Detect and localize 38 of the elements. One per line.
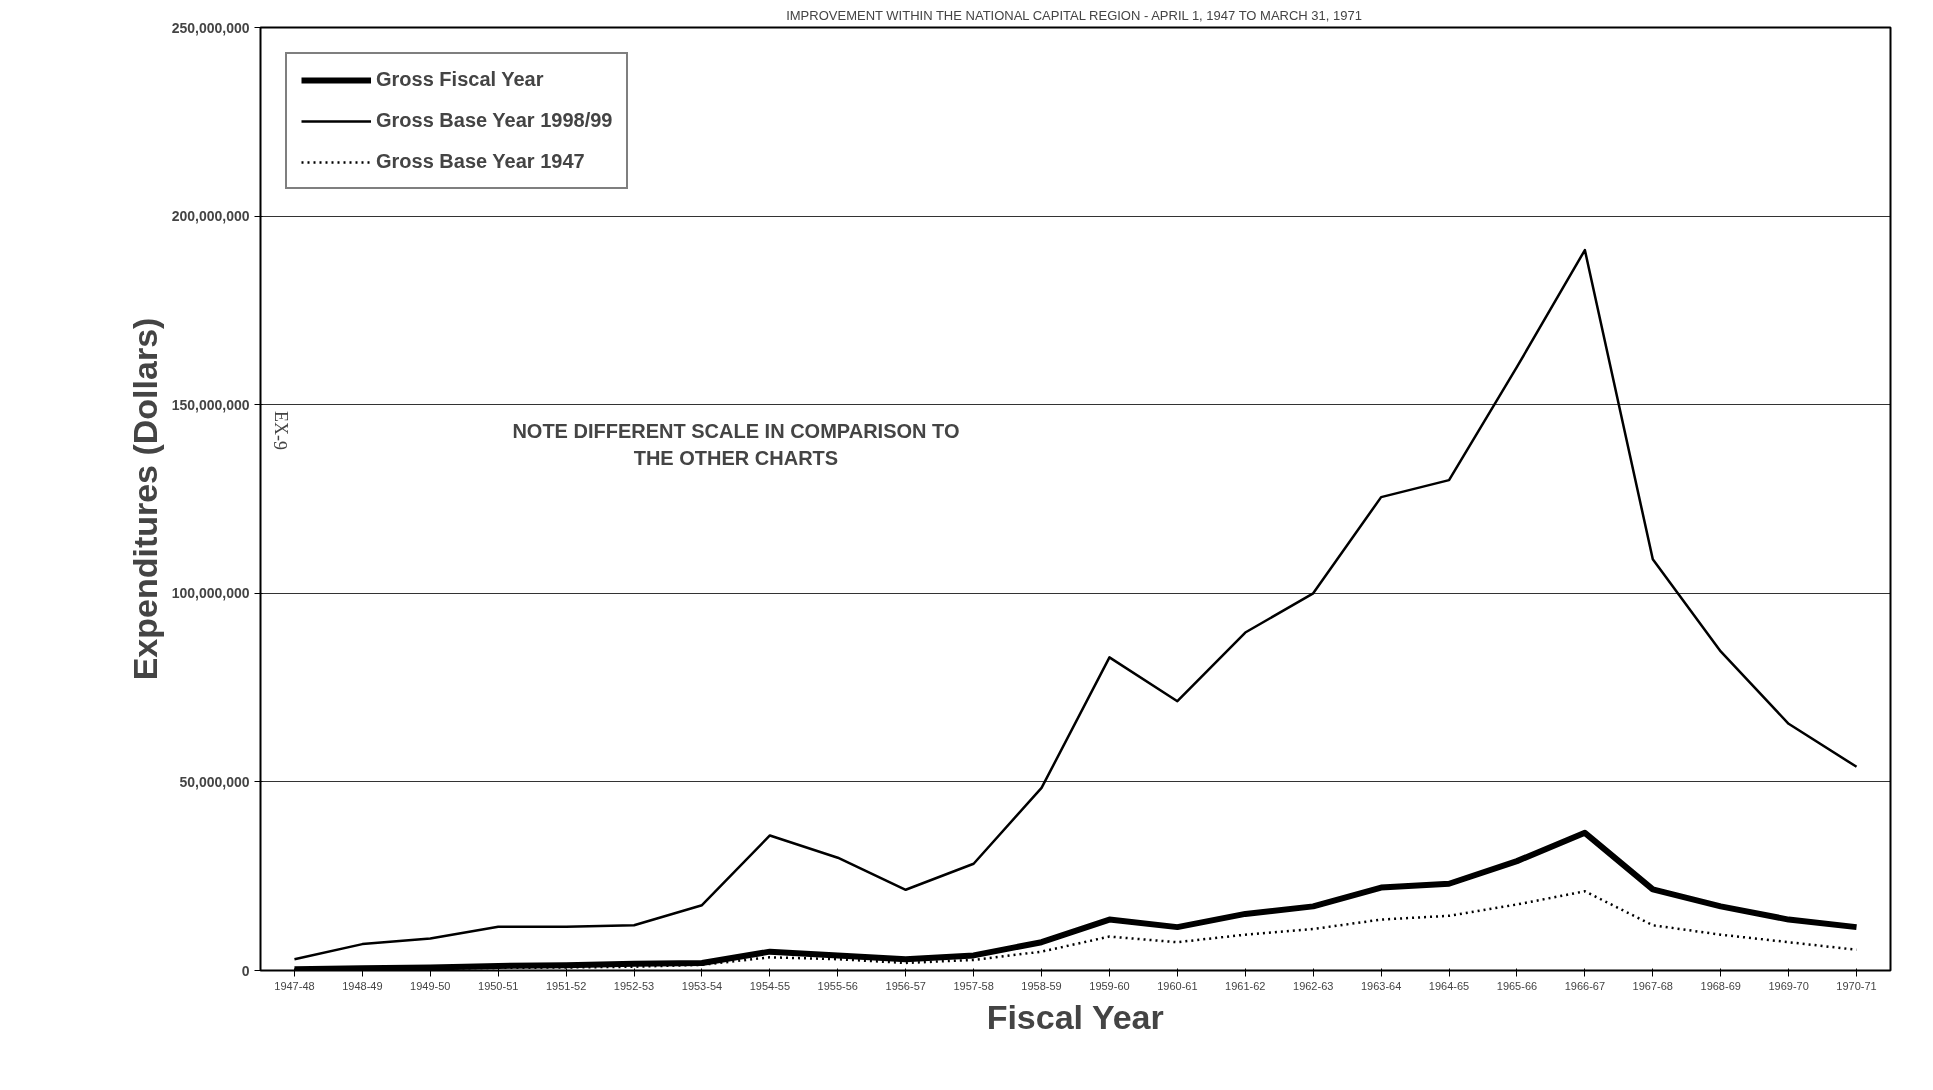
y-tick-label: 50,000,000	[179, 773, 250, 790]
x-tick-label: 1953-54	[681, 979, 723, 992]
x-tick-label: 1967-68	[1632, 979, 1673, 992]
x-tick-label: 1956-57	[885, 979, 926, 992]
x-tick-label: 1947-48	[274, 979, 315, 992]
y-tick-label: 200,000,000	[171, 208, 250, 225]
x-tick-label: 1958-59	[1021, 979, 1062, 992]
x-axis-title: Fiscal Year	[986, 997, 1164, 1036]
y-tick-label: 0	[241, 962, 250, 979]
x-tick-label: 1952-53	[613, 979, 655, 992]
annotation: EX-9	[270, 411, 291, 451]
chart-title: IMPROVEMENT WITHIN THE NATIONAL CAPITAL REGION - APRIL 1, 1947 TO MARCH 31, 1971	[786, 7, 1362, 23]
x-tick-label: 1961-62	[1225, 979, 1266, 992]
x-tick-label: 1949-50	[410, 979, 451, 992]
legend-label: Gross Base Year 1947	[376, 150, 585, 173]
x-tick-label: 1954-55	[749, 979, 791, 992]
x-tick-label: 1951-52	[545, 979, 587, 992]
annotation: NOTE DIFFERENT SCALE IN COMPARISON TO THE OTHER CHARTS	[512, 420, 960, 469]
y-tick-label: 150,000,000	[171, 396, 250, 413]
y-tick-label: 250,000,000	[171, 19, 250, 36]
x-tick-label: 1970-71	[1836, 979, 1877, 992]
x-tick-label: 1955-56	[817, 979, 858, 992]
x-tick-label: 1966-67	[1564, 979, 1606, 992]
x-tick-label: 1950-51	[478, 979, 519, 992]
x-tick-label: 1962-63	[1293, 979, 1334, 992]
legend-label: Gross Base Year 1998/99	[376, 109, 613, 132]
x-tick-label: 1965-66	[1496, 979, 1538, 992]
x-tick-label: 1948-49	[342, 979, 383, 992]
legend-label: Gross Fiscal Year	[376, 68, 544, 91]
x-tick-label: 1960-61	[1157, 979, 1198, 992]
x-tick-label: 1969-70	[1768, 979, 1809, 992]
x-tick-label: 1959-60	[1089, 979, 1130, 992]
y-tick-label: 100,000,000	[171, 585, 250, 602]
x-tick-label: 1963-64	[1360, 979, 1402, 992]
x-tick-label: 1968-69	[1700, 979, 1741, 992]
x-tick-label: 1964-65	[1428, 979, 1470, 992]
y-axis-title: Expenditures (Dollars)	[125, 317, 164, 681]
x-tick-label: 1957-58	[953, 979, 994, 992]
